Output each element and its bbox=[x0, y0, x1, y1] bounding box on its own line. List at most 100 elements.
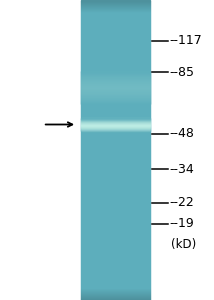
Bar bbox=[81, 209, 150, 210]
Bar bbox=[81, 13, 150, 14]
Bar bbox=[81, 262, 150, 263]
Bar bbox=[81, 226, 150, 227]
Bar bbox=[81, 287, 150, 288]
Text: --85: --85 bbox=[169, 65, 194, 79]
Bar bbox=[81, 107, 150, 108]
Bar bbox=[81, 207, 150, 208]
Bar bbox=[81, 14, 150, 15]
Bar bbox=[81, 101, 150, 102]
Bar bbox=[81, 77, 150, 78]
Bar bbox=[81, 38, 150, 39]
Bar bbox=[81, 127, 150, 128]
Bar bbox=[81, 214, 150, 215]
Bar bbox=[81, 272, 150, 273]
Bar bbox=[81, 113, 150, 114]
Bar bbox=[81, 250, 150, 251]
Bar bbox=[81, 256, 150, 257]
Bar bbox=[81, 42, 150, 43]
Bar bbox=[81, 2, 150, 3]
Bar bbox=[81, 0, 150, 1]
Bar bbox=[81, 128, 150, 129]
Bar bbox=[81, 255, 150, 256]
Bar bbox=[81, 169, 150, 170]
Bar bbox=[81, 1, 150, 2]
Bar bbox=[81, 274, 150, 275]
Bar bbox=[81, 78, 150, 79]
Bar bbox=[81, 166, 150, 167]
Bar bbox=[81, 194, 150, 195]
Bar bbox=[81, 39, 150, 40]
Bar bbox=[81, 81, 150, 82]
Bar bbox=[81, 105, 150, 106]
Bar bbox=[81, 99, 150, 100]
Bar bbox=[81, 221, 150, 222]
Bar bbox=[81, 269, 150, 270]
Bar bbox=[81, 6, 150, 7]
Bar bbox=[81, 33, 150, 34]
Bar bbox=[81, 135, 150, 136]
Bar bbox=[81, 273, 150, 274]
Bar bbox=[81, 267, 150, 268]
Bar bbox=[81, 247, 150, 248]
Bar bbox=[81, 47, 150, 48]
Bar bbox=[81, 212, 150, 213]
Bar bbox=[81, 145, 150, 146]
Bar bbox=[81, 291, 150, 292]
Bar bbox=[81, 178, 150, 179]
Bar bbox=[81, 181, 150, 182]
Bar bbox=[81, 84, 150, 85]
Bar bbox=[81, 61, 150, 62]
Bar bbox=[81, 224, 150, 225]
Bar bbox=[81, 95, 150, 96]
Bar bbox=[81, 217, 150, 218]
Bar bbox=[81, 286, 150, 287]
Bar bbox=[81, 63, 150, 64]
Bar bbox=[81, 111, 150, 112]
Bar bbox=[81, 163, 150, 164]
Bar bbox=[81, 258, 150, 259]
Bar bbox=[81, 95, 150, 96]
Bar bbox=[81, 259, 150, 260]
Bar bbox=[81, 100, 150, 101]
Bar bbox=[81, 98, 150, 99]
Bar bbox=[81, 205, 150, 206]
Bar bbox=[81, 154, 150, 155]
Bar bbox=[81, 94, 150, 95]
Bar bbox=[81, 142, 150, 143]
Bar bbox=[81, 184, 150, 185]
Bar bbox=[81, 88, 150, 89]
Bar bbox=[81, 129, 150, 130]
Bar bbox=[81, 289, 150, 290]
Bar bbox=[81, 76, 150, 77]
Bar bbox=[81, 298, 150, 299]
Bar bbox=[81, 174, 150, 175]
Bar bbox=[81, 56, 150, 57]
Bar bbox=[81, 54, 150, 55]
Bar bbox=[81, 150, 150, 151]
Bar bbox=[81, 17, 150, 18]
Bar bbox=[81, 90, 150, 91]
Bar bbox=[81, 62, 150, 63]
Bar bbox=[81, 36, 150, 37]
Bar bbox=[81, 24, 150, 25]
Bar bbox=[81, 125, 150, 126]
Bar bbox=[81, 203, 150, 204]
Text: --48: --48 bbox=[169, 127, 194, 140]
Bar bbox=[81, 10, 150, 11]
Bar bbox=[81, 159, 150, 160]
Bar bbox=[81, 64, 150, 65]
Bar bbox=[81, 51, 150, 52]
Bar bbox=[81, 27, 150, 28]
Bar bbox=[81, 172, 150, 173]
Bar bbox=[81, 96, 150, 97]
Bar bbox=[81, 93, 150, 94]
Bar bbox=[81, 73, 150, 74]
Bar bbox=[81, 245, 150, 246]
Bar bbox=[81, 73, 150, 74]
Bar bbox=[81, 112, 150, 113]
Bar bbox=[81, 282, 150, 283]
Bar bbox=[81, 87, 150, 88]
Bar bbox=[81, 70, 150, 71]
Bar bbox=[81, 238, 150, 239]
Bar bbox=[81, 57, 150, 58]
